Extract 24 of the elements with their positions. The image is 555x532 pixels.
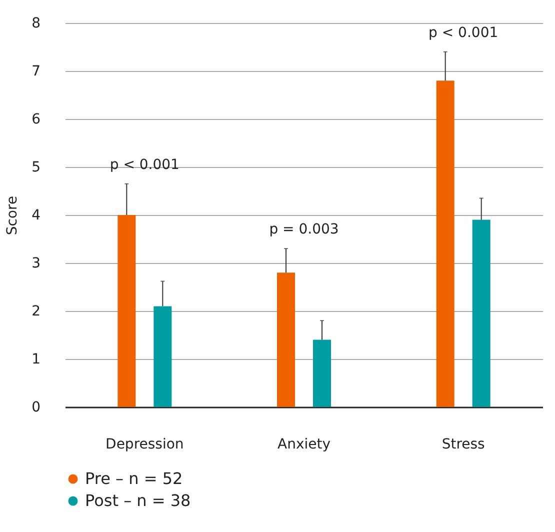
y-tick-label: 3 bbox=[32, 256, 40, 272]
bar bbox=[277, 272, 295, 407]
y-tick-label: 0 bbox=[32, 400, 40, 416]
bar bbox=[313, 340, 331, 407]
x-tick-label: Depression bbox=[106, 436, 184, 452]
y-tick-label: 6 bbox=[32, 112, 41, 128]
y-axis-title: Score bbox=[4, 196, 21, 236]
legend-label: Post – n = 38 bbox=[85, 491, 191, 510]
annotation: p = 0.003 bbox=[269, 222, 339, 238]
y-tick-label: 1 bbox=[32, 352, 40, 368]
bar bbox=[154, 306, 172, 407]
bar bbox=[436, 80, 454, 407]
x-tick-label: Stress bbox=[442, 436, 485, 452]
y-tick-label: 5 bbox=[32, 160, 40, 176]
y-tick-label: 4 bbox=[32, 208, 41, 224]
annotation: p < 0.001 bbox=[428, 24, 498, 41]
x-tick-label: Anxiety bbox=[277, 436, 331, 452]
bar bbox=[472, 220, 490, 407]
annotation: p < 0.001 bbox=[110, 156, 180, 173]
y-tick-label: 7 bbox=[32, 64, 40, 80]
y-tick-label: 8 bbox=[32, 16, 40, 32]
bar bbox=[118, 215, 136, 407]
y-tick-label: 2 bbox=[32, 304, 40, 320]
legend-label: Pre – n = 52 bbox=[85, 469, 183, 488]
